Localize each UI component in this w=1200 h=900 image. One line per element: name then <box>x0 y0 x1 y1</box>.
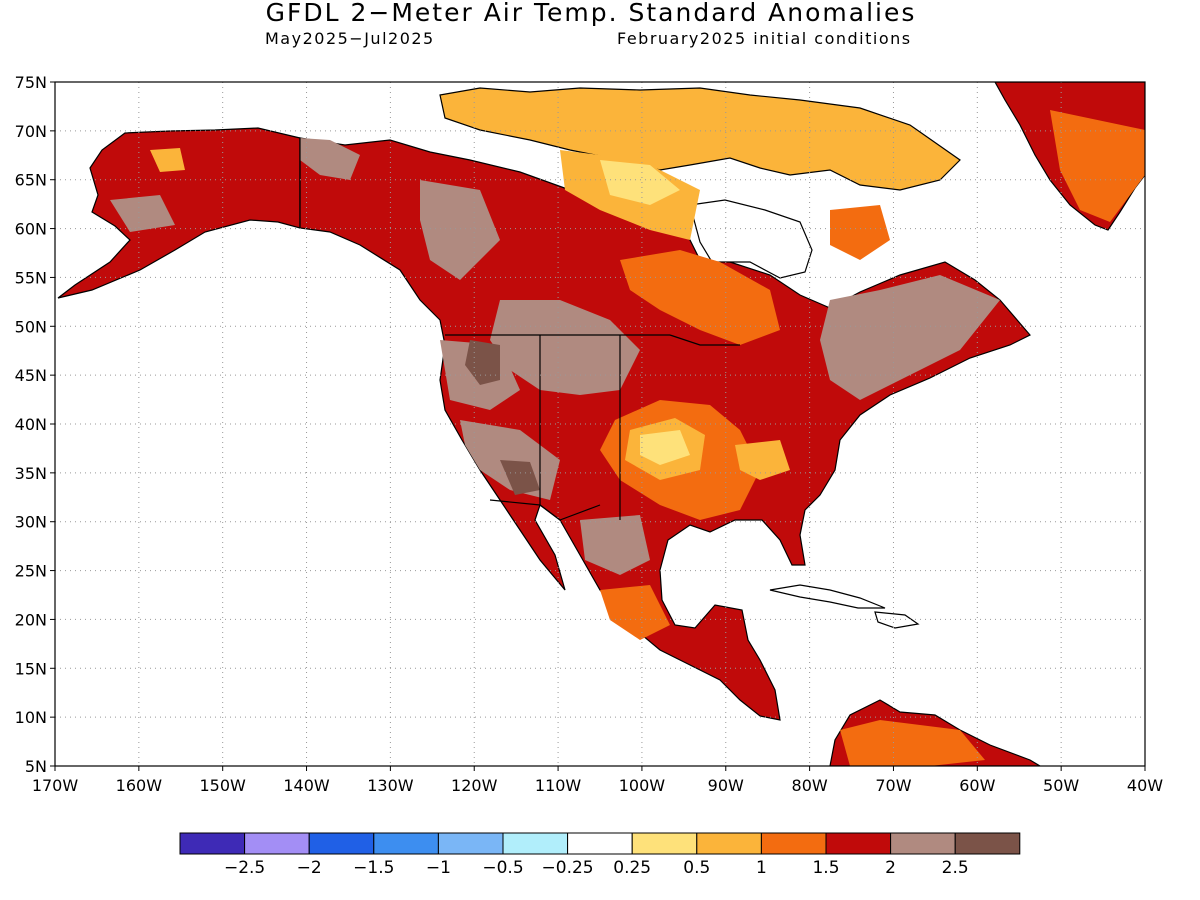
lon-tick-label: 40W <box>1127 776 1163 795</box>
lon-tick-label: 170W <box>32 776 79 795</box>
colorbar-swatch <box>179 832 246 855</box>
lat-tick-label: 5N <box>25 757 47 776</box>
lat-tick-label: 45N <box>15 366 47 385</box>
lat-tick-label: 55N <box>15 268 47 287</box>
anomaly-shading-gt-2.5 <box>465 340 540 495</box>
colorbar-swatch <box>502 832 569 855</box>
colorbar-swatch <box>954 832 1021 855</box>
colorbar-swatch <box>437 832 504 855</box>
lon-tick-label: 90W <box>708 776 744 795</box>
lat-tick-label: 70N <box>15 122 47 141</box>
colorbar-swatch <box>825 832 892 855</box>
lat-tick-label: 75N <box>15 73 47 92</box>
colorbar-label: 0.5 <box>683 858 710 878</box>
latitude-axis: 75N 70N 65N 60N 55N 50N 45N 40N 35N 30N 25N 20N 15N 1… <box>15 73 55 776</box>
lon-tick-label: 60W <box>959 776 995 795</box>
colorbar-swatch <box>567 832 633 855</box>
initial-conditions: February2025 initial conditions <box>617 29 912 48</box>
lon-tick-label: 140W <box>283 776 330 795</box>
lat-tick-label: 15N <box>15 659 47 678</box>
lon-tick-label: 80W <box>792 776 828 795</box>
anomaly-shading-2-2.5 <box>110 138 1000 575</box>
lat-tick-label: 10N <box>15 708 47 727</box>
lat-tick-label: 20N <box>15 610 47 629</box>
lon-tick-label: 100W <box>619 776 666 795</box>
colorbar-label: −2.5 <box>224 858 265 878</box>
colorbar-label: −0.5 <box>482 858 523 878</box>
colorbar-label: 1.5 <box>812 858 839 878</box>
chart-title: GFDL 2−Meter Air Temp. Standard Anomalie… <box>265 0 917 27</box>
lon-tick-label: 120W <box>451 776 498 795</box>
water-hudson-bay <box>689 199 813 279</box>
lat-tick-label: 30N <box>15 513 47 532</box>
colorbar-swatch <box>308 832 375 855</box>
map-gridlines <box>55 82 1145 766</box>
lat-tick-label: 25N <box>15 562 47 581</box>
lon-tick-label: 150W <box>200 776 247 795</box>
map-plot-area <box>55 82 1145 766</box>
colorbar-swatch <box>760 832 827 855</box>
anomaly-shading-0.25-0.5 <box>600 160 690 465</box>
colorbar-label: 0.25 <box>613 858 651 878</box>
land-hispaniola <box>874 611 920 629</box>
colorbar-swatch <box>696 832 762 855</box>
forecast-period: May2025−Jul2025 <box>265 29 435 48</box>
colorbar-swatch <box>631 832 698 855</box>
lat-tick-label: 40N <box>15 415 47 434</box>
colorbar-swatch <box>244 832 310 855</box>
lon-tick-label: 110W <box>535 776 582 795</box>
lat-tick-label: 50N <box>15 317 47 336</box>
colorbar-legend: −2.5 −2 −1.5 −1 −0.5 −0.25 0.25 0.5 1 1.5 2 2.5 <box>179 832 1021 878</box>
colorbar-label: 2.5 <box>942 858 969 878</box>
lon-tick-label: 50W <box>1043 776 1079 795</box>
political-borders <box>299 138 740 521</box>
land-cuba <box>769 584 886 609</box>
lon-tick-label: 130W <box>367 776 414 795</box>
colorbar-swatch <box>373 832 439 855</box>
longitude-axis: 170W 160W 150W 140W 130W 120W 110W 100W 90W 80W 70… <box>32 766 1163 795</box>
land-alaska <box>57 127 301 299</box>
lon-tick-label: 160W <box>116 776 163 795</box>
colorbar-label: 1 <box>756 858 767 878</box>
colorbar-label: −1.5 <box>353 858 394 878</box>
colorbar-label: −2 <box>297 858 322 878</box>
colorbar-swatch <box>890 832 956 855</box>
colorbar-label: −1 <box>426 858 451 878</box>
lat-tick-label: 65N <box>15 171 47 190</box>
lat-tick-label: 60N <box>15 220 47 239</box>
lon-tick-label: 70W <box>875 776 911 795</box>
land-arctic-islands <box>439 87 961 191</box>
lat-tick-label: 35N <box>15 464 47 483</box>
colorbar-label: −0.25 <box>542 858 594 878</box>
colorbar-label: 2 <box>885 858 896 878</box>
